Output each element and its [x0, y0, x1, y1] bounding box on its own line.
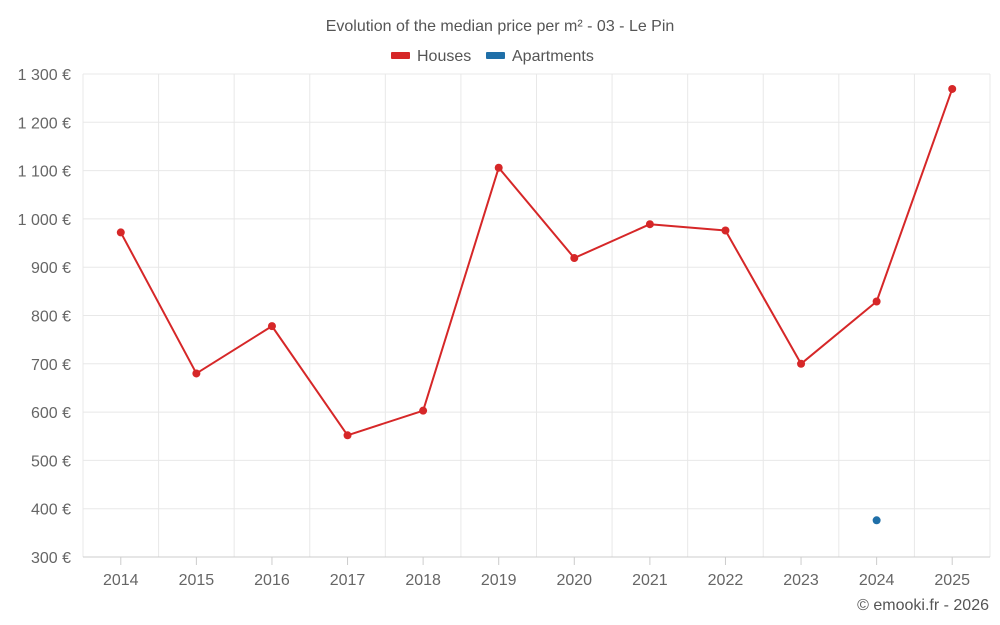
y-tick-label: 400 €	[31, 502, 71, 519]
data-point-houses-2016[interactable]	[267, 322, 276, 331]
data-point-houses-2021[interactable]	[645, 220, 654, 229]
y-tick-label: 700 €	[31, 357, 71, 374]
data-point-apartments-2024[interactable]	[872, 516, 881, 525]
x-tick-label: 2025	[934, 572, 970, 589]
x-tick-label: 2017	[330, 572, 366, 589]
y-tick-label: 1 100 €	[18, 164, 71, 181]
data-point-houses-2019[interactable]	[494, 163, 503, 172]
y-tick-label: 1 000 €	[18, 212, 71, 229]
chart-title: Evolution of the median price per m² - 0…	[326, 18, 675, 35]
data-point-houses-2022[interactable]	[721, 226, 730, 235]
data-point-houses-2015[interactable]	[192, 369, 201, 378]
legend-item-apartments[interactable]: Apartments	[486, 48, 594, 65]
y-axis-ticks: 300 € 400 € 500 € 600 € 700 € 800 € 900 € 1 000…	[18, 67, 71, 567]
legend-item-houses[interactable]: Houses	[391, 48, 471, 65]
x-tick-label: 2021	[632, 572, 668, 589]
data-point-houses-2014[interactable]	[116, 228, 125, 237]
y-tick-label: 1 300 €	[18, 67, 71, 84]
x-tick-label: 2022	[708, 572, 744, 589]
y-tick-label: 800 €	[31, 309, 71, 326]
x-tick-label: 2019	[481, 572, 517, 589]
legend-houses-swatch	[391, 52, 410, 59]
series-layer	[116, 84, 957, 525]
series-line-houses	[119, 88, 954, 437]
y-tick-label: 900 €	[31, 260, 71, 277]
credit-text: © emooki.fr - 2026	[857, 597, 989, 614]
data-point-houses-2018[interactable]	[419, 406, 428, 415]
x-tick-label: 2015	[179, 572, 215, 589]
y-tick-label: 1 200 €	[18, 115, 71, 132]
legend: Houses Apartments	[391, 48, 594, 65]
data-point-houses-2017[interactable]	[343, 431, 352, 440]
y-tick-label: 300 €	[31, 550, 71, 567]
data-point-houses-2020[interactable]	[570, 254, 579, 263]
legend-houses-label: Houses	[417, 48, 471, 65]
y-tick-label: 500 €	[31, 453, 71, 470]
data-point-houses-2023[interactable]	[797, 359, 806, 368]
x-axis-ticks: 2014 2015 2016 2017 2018 2019 2020 2021 2022 2023…	[103, 557, 970, 589]
legend-apartments-label: Apartments	[512, 48, 594, 65]
legend-apartments-swatch	[486, 52, 505, 59]
x-tick-label: 2024	[859, 572, 895, 589]
x-tick-label: 2020	[556, 572, 592, 589]
x-tick-label: 2014	[103, 572, 139, 589]
data-point-houses-2025[interactable]	[948, 84, 957, 93]
y-tick-label: 600 €	[31, 405, 71, 422]
data-point-houses-2024[interactable]	[872, 297, 881, 306]
x-tick-label: 2023	[783, 572, 819, 589]
x-tick-label: 2016	[254, 572, 290, 589]
x-tick-label: 2018	[405, 572, 441, 589]
x-gridlines	[82, 74, 991, 557]
